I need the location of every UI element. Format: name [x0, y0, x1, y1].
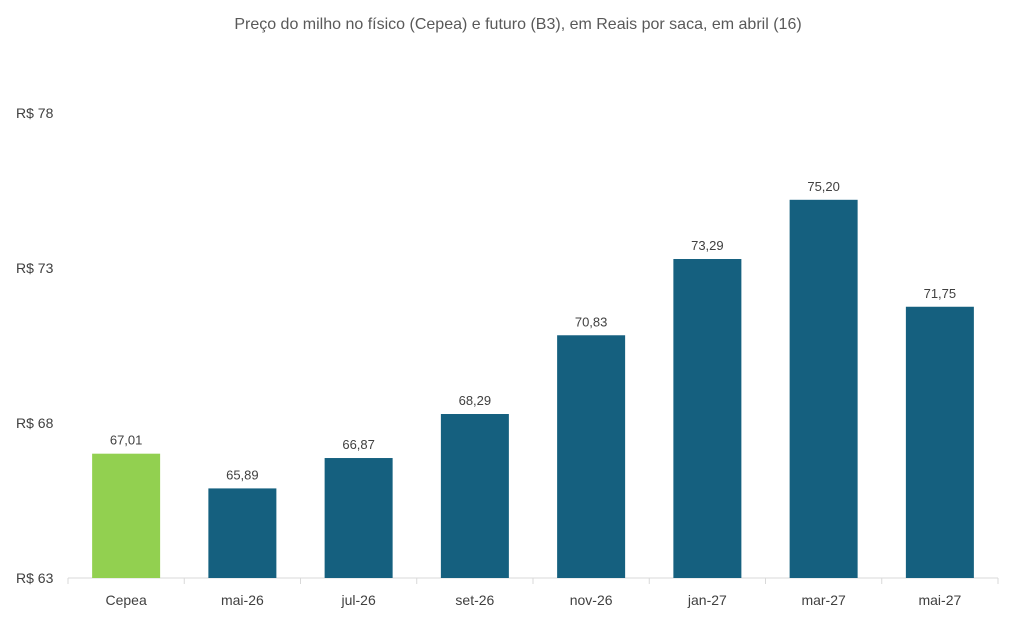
- x-tick-label: mai-26: [221, 592, 264, 608]
- bar-mar-27: [789, 199, 858, 579]
- data-label: 67,01: [110, 433, 143, 448]
- bar-jan-27: [673, 259, 742, 578]
- bar-mai-26: [208, 488, 277, 578]
- bar-set-26: [440, 414, 509, 578]
- data-label: 65,89: [226, 467, 259, 482]
- bar-nov-26: [557, 335, 626, 578]
- chart-title: Preço do milho no físico (Cepea) e futur…: [234, 16, 801, 33]
- y-tick-label: R$ 68: [16, 415, 54, 431]
- y-tick-label: R$ 73: [16, 260, 54, 276]
- data-label: 68,29: [459, 393, 492, 408]
- bars: [92, 199, 974, 579]
- x-tick-label: nov-26: [570, 592, 613, 608]
- data-label: 70,83: [575, 314, 608, 329]
- x-axis-ticks: [67, 578, 999, 584]
- y-tick-label: R$ 78: [16, 105, 54, 121]
- x-tick-label: jul-26: [341, 592, 376, 608]
- data-label: 73,29: [691, 238, 724, 253]
- data-label: 66,87: [342, 437, 375, 452]
- y-axis-ticks: R$ 63 R$ 68 R$ 73 R$ 78: [16, 105, 54, 586]
- x-tick-label: mar-27: [801, 592, 846, 608]
- data-labels: 67,01 65,89 66,87 68,29 70,83 73,29 75,20 71,75: [110, 179, 956, 483]
- bar-jul-26: [324, 458, 393, 578]
- data-label: 71,75: [924, 286, 957, 301]
- x-tick-label: mai-27: [918, 592, 961, 608]
- x-tick-label: Cepea: [105, 592, 146, 608]
- x-tick-label: set-26: [455, 592, 494, 608]
- x-axis-labels: Cepea mai-26 jul-26 set-26 nov-26 jan-27 mar-2…: [105, 592, 961, 608]
- bar-mai-27: [905, 306, 974, 578]
- x-tick-label: jan-27: [687, 592, 727, 608]
- data-label: 75,20: [807, 179, 840, 194]
- y-tick-label: R$ 63: [16, 570, 54, 586]
- bar-cepea: [92, 453, 161, 578]
